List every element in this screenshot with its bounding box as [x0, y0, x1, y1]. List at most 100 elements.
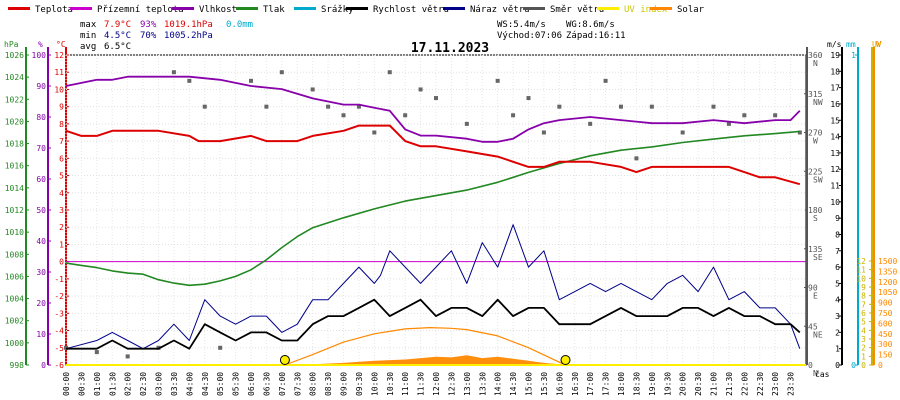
x-tick-label: 20:30 [694, 372, 703, 396]
axis-temp-tick-label: -2 [54, 292, 64, 301]
axis-solar-tick-label: 0 [878, 361, 883, 370]
wind-speed-line [66, 298, 801, 350]
wind-direction-point [742, 113, 747, 118]
legend-label: Srážky [321, 5, 354, 15]
wind-direction-point [372, 130, 377, 135]
stat-max-press: 1019.1hPa [164, 20, 213, 30]
axis-direction-tick-label: 225 [808, 167, 823, 176]
axis-humidity-tick-label: 50 [36, 206, 46, 215]
x-tick-label: 17:00 [586, 372, 595, 396]
legend-swatch [597, 7, 619, 10]
legend-swatch [650, 7, 672, 10]
stat-max-temp: 7.9°C [104, 20, 131, 30]
x-tick-label: 16:30 [571, 372, 580, 396]
x-tick-label: 19:00 [648, 372, 657, 396]
axis-hpa-tick-label: 1020 [5, 117, 24, 126]
axis-humidity-tick-label: 30 [36, 268, 46, 277]
axis-temp-title: °C [56, 40, 66, 49]
x-tick-label: 12:00 [432, 372, 441, 396]
axis-humidity-title: % [38, 40, 43, 49]
axis-uv-tick-label: 0 [861, 361, 866, 370]
axis-rain-tick-label: 1 [851, 51, 856, 60]
x-tick-label: 15:00 [525, 372, 534, 396]
x-tick-label: 21:30 [725, 372, 734, 396]
wind-direction-point [218, 345, 223, 350]
axis-hpa-tick-label: 1006 [5, 272, 24, 281]
stat-min-label: min [80, 31, 96, 41]
legend-label: UV index [624, 5, 668, 15]
wind-direction-point [64, 345, 68, 350]
axis-wind-tick-label: 10 [830, 198, 840, 207]
axis-hpa-tick-label: 1014 [5, 184, 24, 193]
axis-temp-tick-label: 12 [54, 51, 64, 60]
axis-solar-title: W [876, 40, 881, 49]
axis-humidity-tick-label: 60 [36, 175, 46, 184]
x-tick-label: 22:00 [740, 372, 749, 396]
x-tick-label: 17:30 [602, 372, 611, 396]
axis-direction-tick-label: 180 [808, 206, 823, 215]
humidity-line [65, 75, 801, 143]
x-axis-title: čas [815, 369, 830, 379]
wind-gust-line [65, 224, 801, 350]
wind-direction-point [726, 121, 731, 126]
axis-uv-tick-label: 1 [861, 352, 866, 361]
x-tick-label: 08:00 [309, 372, 318, 396]
wind-direction-point [171, 70, 176, 75]
axis-temp-tick-label: 6 [59, 154, 64, 163]
axis-hpa-tick-label: 1010 [5, 228, 24, 237]
axis-direction-tick-label: 135 [808, 245, 823, 254]
axis-humidity-tick-label: 0 [41, 361, 46, 370]
axis-wind-tick-label: 3 [835, 312, 840, 321]
legend-swatch [443, 7, 465, 10]
x-tick-label: 15:30 [540, 372, 549, 396]
stat-avg-label: avg [80, 42, 96, 52]
stat-max-hum: 93% [140, 20, 157, 30]
axis-temp-tick-label: -1 [54, 275, 64, 284]
x-tick-label: 01:00 [93, 372, 102, 396]
x-tick-label: 21:00 [710, 372, 719, 396]
axis-uv-title: UV [872, 40, 882, 49]
axis-wind-tick-label: 7 [835, 247, 840, 256]
axis-humidity-tick-label: 20 [36, 299, 46, 308]
axis-solar-tick-label: 150 [878, 351, 893, 360]
axis-direction-name: NE [813, 330, 823, 339]
x-tick-label: 05:00 [216, 372, 225, 396]
x-tick-label: 07:00 [278, 372, 287, 396]
x-tick-label: 06:00 [247, 372, 256, 396]
axis-hpa-tick-label: 1024 [5, 73, 24, 82]
wind-direction-point [264, 104, 269, 109]
legend-label: Tlak [263, 5, 285, 15]
x-tick-label: 09:30 [355, 372, 364, 396]
wind-direction-point [94, 350, 99, 355]
axis-hpa-tick-label: 1026 [5, 51, 24, 60]
axis-wind-tick-label: 9 [835, 214, 840, 223]
axis-direction-tick-label: 315 [808, 90, 823, 99]
wind-direction-point [495, 78, 500, 83]
axis-direction-tick-label: 45 [808, 322, 818, 331]
sunset-marker [560, 355, 571, 365]
axis-direction-tick-label: 270 [808, 129, 823, 138]
wind-direction-point [418, 87, 423, 92]
axis-temp-tick-label: -4 [54, 327, 64, 336]
wind-direction-point [341, 113, 346, 118]
axis-hpa-tick-label: 1008 [5, 250, 24, 259]
x-tick-label: 22:30 [756, 372, 765, 396]
x-tick-label: 02:00 [124, 372, 133, 396]
x-tick-label: 14:00 [494, 372, 503, 396]
x-tick-label: 02:30 [139, 372, 148, 396]
axis-hpa-tick-label: 1004 [5, 295, 24, 304]
axis-hpa-tick-label: 1022 [5, 95, 24, 104]
axis-wind-tick-label: 19 [830, 51, 840, 60]
axis-direction-tick-label: 90 [808, 284, 818, 293]
x-tick-label: 11:30 [417, 372, 426, 396]
x-tick-label: 13:00 [463, 372, 472, 396]
axis-wind-tick-label: 18 [830, 67, 840, 76]
axis-uv-tick-label: 6 [861, 309, 866, 318]
axis-humidity-tick-label: 90 [36, 82, 46, 91]
legend-label: Vlhkost [199, 5, 237, 15]
sunrise-marker [279, 355, 290, 365]
axis-temp-tick-label: 5 [59, 172, 64, 181]
legend-label: Přízemní teplota [97, 5, 184, 15]
axis-solar-tick-label: 900 [878, 299, 893, 308]
